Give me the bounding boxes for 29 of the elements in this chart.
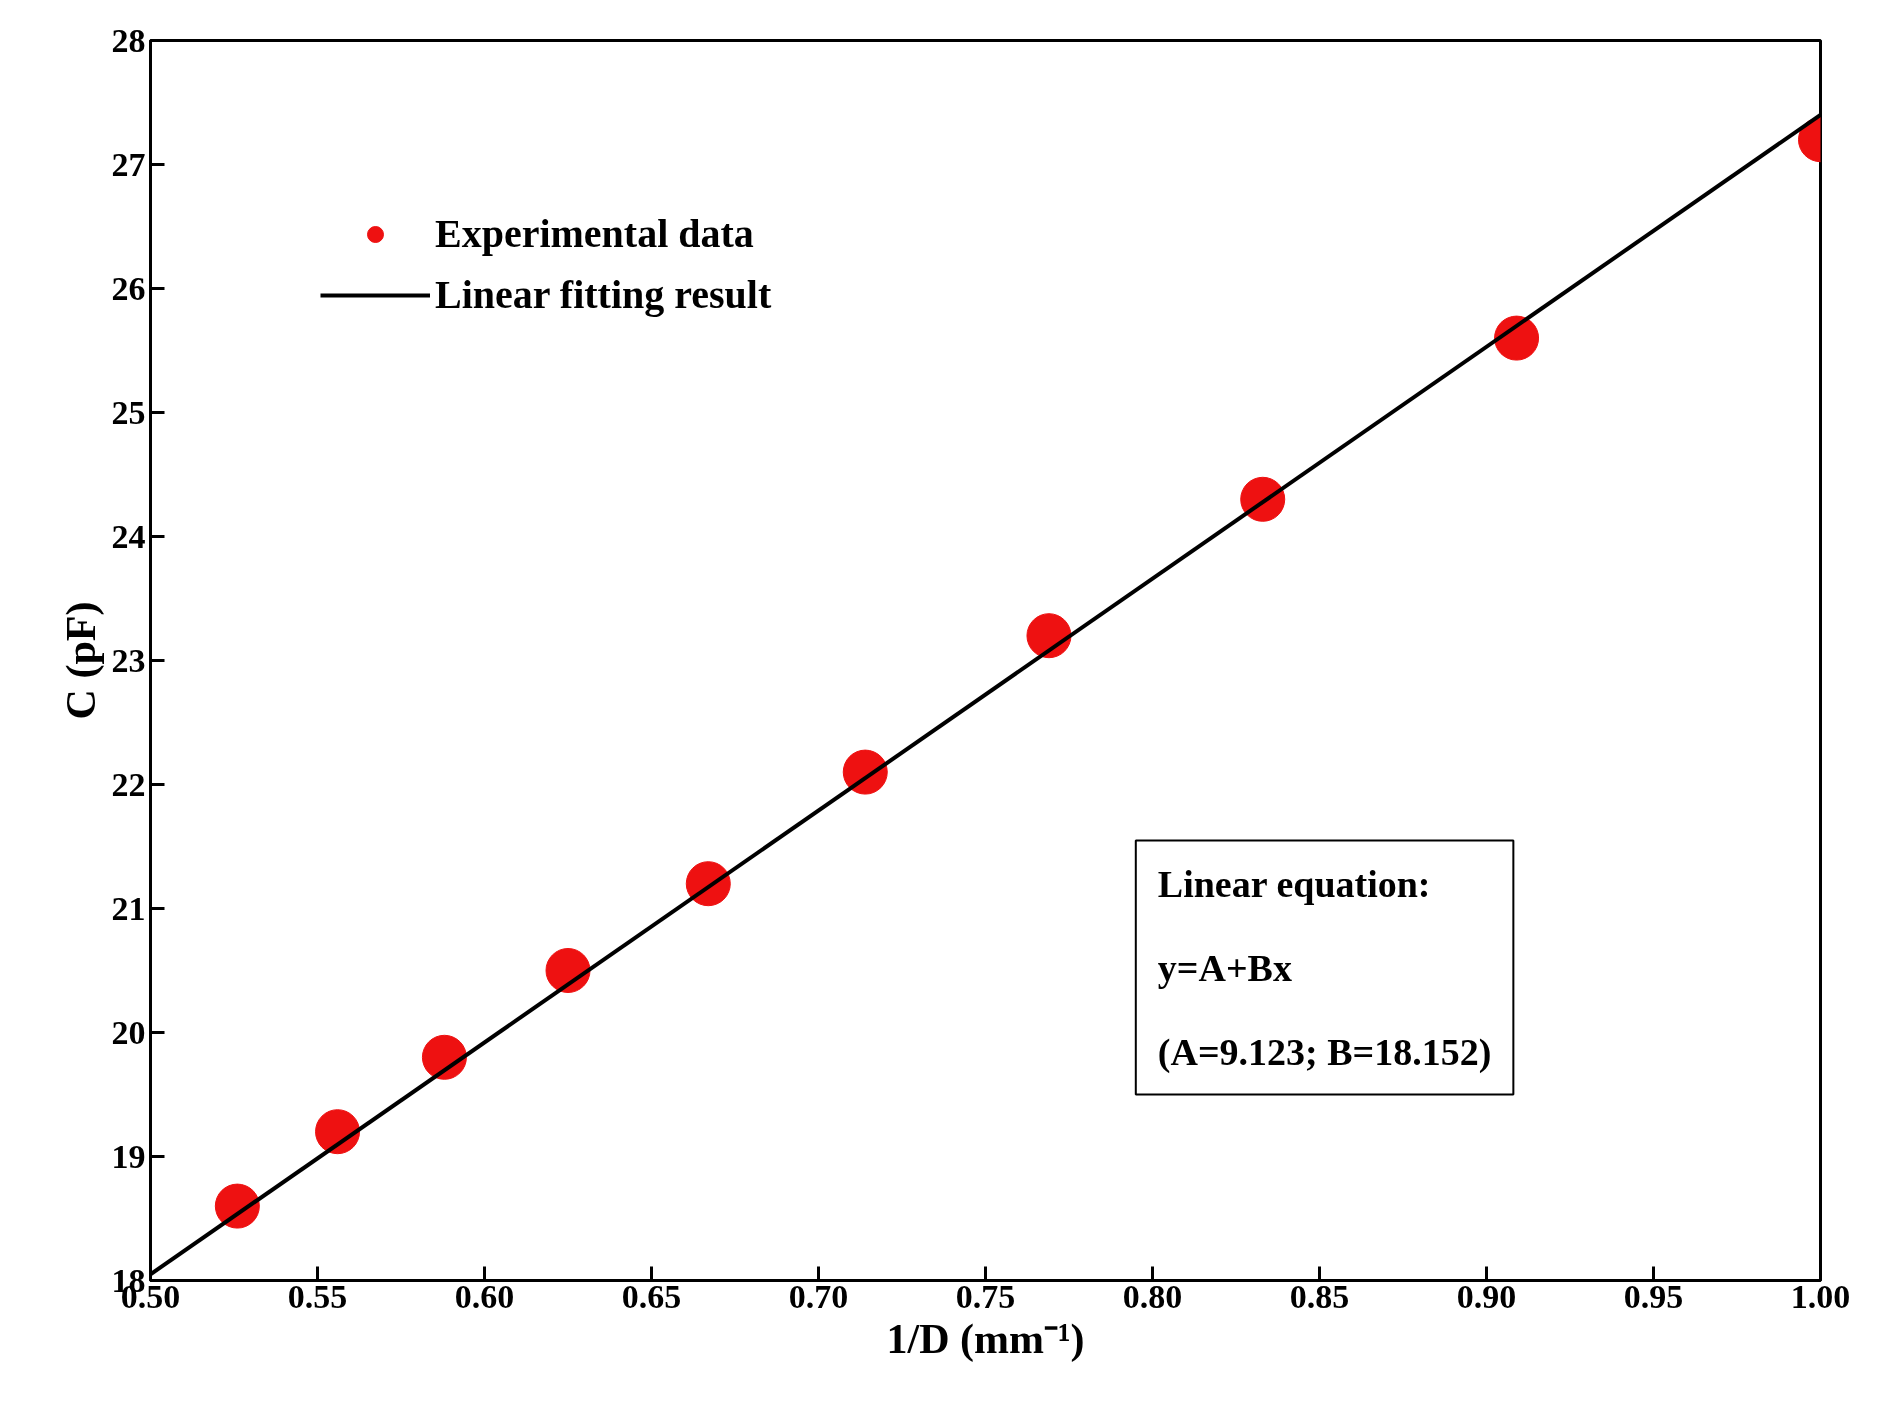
- y-axis-title: C (pF): [57, 601, 105, 720]
- x-tick-label: 0.60: [454, 1277, 515, 1315]
- y-tick-label: 27: [111, 145, 146, 183]
- y-tick-label: 19: [111, 1137, 146, 1175]
- legend-label: Experimental data: [435, 210, 754, 257]
- y-tick-label: 25: [111, 393, 146, 431]
- x-tick-label: 0.95: [1623, 1277, 1684, 1315]
- y-tick-label: 21: [111, 889, 146, 927]
- annotation: Linear equation:: [1157, 862, 1431, 905]
- y-tick-label: 26: [111, 269, 146, 307]
- y-tick-label: 23: [111, 641, 146, 679]
- y-tick-label: 24: [111, 517, 146, 555]
- point: [545, 948, 591, 993]
- legend-label: Linear fitting result: [435, 271, 772, 318]
- x-tick-label: 0.75: [955, 1277, 1016, 1315]
- x-tick-label: 0.90: [1456, 1277, 1517, 1315]
- x-tick-label: 1.00: [1790, 1277, 1851, 1315]
- x-tick-label: 0.70: [788, 1277, 849, 1315]
- y-tick-label: 28: [111, 21, 146, 59]
- x-tick-label: 0.80: [1122, 1277, 1183, 1315]
- annotation: (A=9.123; B=18.152): [1157, 1030, 1492, 1074]
- x-tick-label: 0.65: [621, 1277, 682, 1315]
- point: [1026, 613, 1072, 659]
- y-tick-label: 22: [111, 765, 146, 803]
- x-tick-label: 0.85: [1289, 1277, 1350, 1315]
- x-axis-title: 1/D (mm⁻¹): [886, 1315, 1085, 1363]
- x-tick-label: 0.55: [287, 1277, 348, 1315]
- y-tick-label: 20: [111, 1013, 146, 1051]
- annotation: y=A+Bx: [1157, 946, 1292, 989]
